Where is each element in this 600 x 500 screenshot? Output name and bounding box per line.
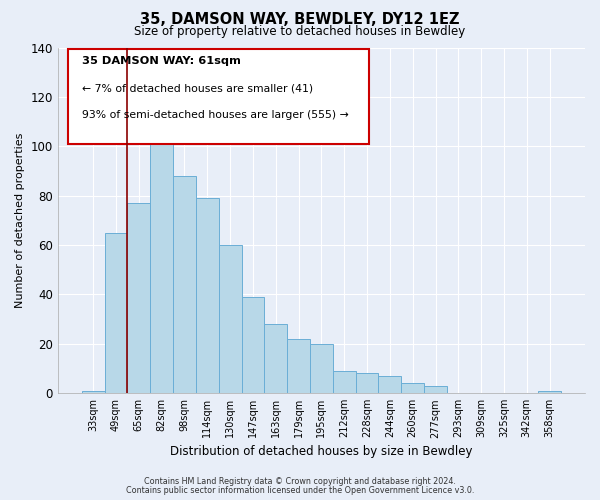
Bar bbox=[82, 390, 104, 393]
Text: Contains HM Land Registry data © Crown copyright and database right 2024.: Contains HM Land Registry data © Crown c… bbox=[144, 477, 456, 486]
X-axis label: Distribution of detached houses by size in Bewdley: Distribution of detached houses by size … bbox=[170, 444, 473, 458]
Bar bbox=[424, 386, 447, 393]
Bar bbox=[242, 297, 265, 393]
Bar bbox=[173, 176, 196, 393]
Bar bbox=[104, 232, 127, 393]
Bar bbox=[310, 344, 333, 393]
Bar bbox=[218, 245, 242, 393]
Bar bbox=[379, 376, 401, 393]
Text: Contains public sector information licensed under the Open Government Licence v3: Contains public sector information licen… bbox=[126, 486, 474, 495]
Bar bbox=[401, 384, 424, 393]
FancyBboxPatch shape bbox=[68, 49, 369, 144]
Y-axis label: Number of detached properties: Number of detached properties bbox=[15, 132, 25, 308]
Text: ← 7% of detached houses are smaller (41): ← 7% of detached houses are smaller (41) bbox=[82, 84, 313, 94]
Bar bbox=[287, 339, 310, 393]
Text: 35 DAMSON WAY: 61sqm: 35 DAMSON WAY: 61sqm bbox=[82, 56, 241, 66]
Text: Size of property relative to detached houses in Bewdley: Size of property relative to detached ho… bbox=[134, 25, 466, 38]
Bar bbox=[333, 371, 356, 393]
Bar bbox=[150, 139, 173, 393]
Bar bbox=[538, 390, 561, 393]
Text: 35, DAMSON WAY, BEWDLEY, DY12 1EZ: 35, DAMSON WAY, BEWDLEY, DY12 1EZ bbox=[140, 12, 460, 28]
Bar bbox=[265, 324, 287, 393]
Bar bbox=[127, 203, 150, 393]
Bar bbox=[356, 374, 379, 393]
Text: 93% of semi-detached houses are larger (555) →: 93% of semi-detached houses are larger (… bbox=[82, 110, 348, 120]
Bar bbox=[196, 198, 218, 393]
